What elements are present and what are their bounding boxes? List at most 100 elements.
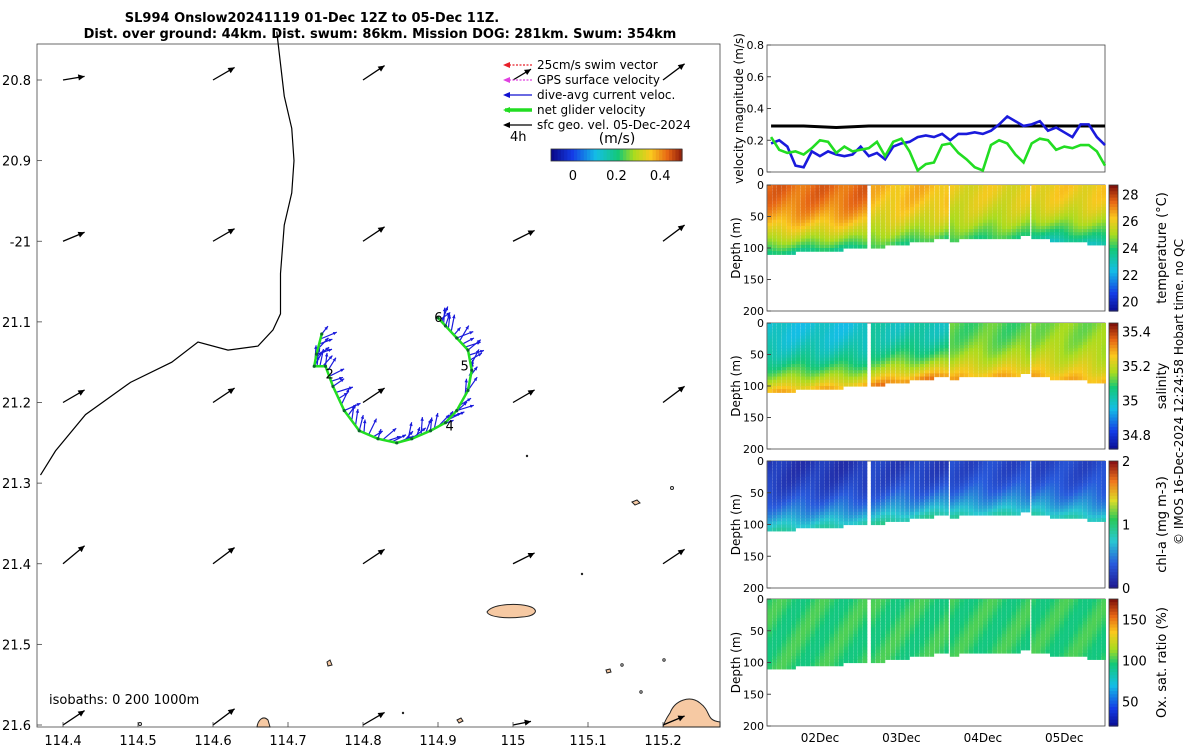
- profile-cell: [934, 210, 940, 214]
- profile-cell: [1016, 185, 1021, 189]
- colorbar-cell: [1109, 216, 1118, 221]
- profile-cell: [815, 508, 820, 513]
- profile-cell: [949, 229, 955, 233]
- arrow-head: [340, 378, 345, 383]
- profile-cell: [978, 235, 983, 240]
- profile-cell: [924, 505, 930, 510]
- profile-cell: [819, 351, 825, 356]
- profile-cell: [1054, 505, 1060, 510]
- profile-cell: [929, 499, 935, 503]
- profile-cell: [1031, 489, 1036, 494]
- profile-cell: [909, 323, 915, 327]
- profile-cell: [880, 502, 886, 507]
- profile-cell: [919, 238, 925, 243]
- profile-cell: [964, 235, 969, 240]
- profile-cell: [954, 207, 960, 211]
- profile-cell: [786, 621, 792, 625]
- profile-cell: [796, 492, 801, 497]
- arrow-head: [340, 368, 345, 373]
- arrow-head: [527, 230, 535, 236]
- profile-cell: [767, 476, 773, 481]
- profile-cell: [870, 207, 876, 211]
- profile-cell: [776, 200, 782, 205]
- profile-cell: [843, 464, 849, 468]
- profile-cell: [944, 464, 949, 468]
- profile-cell: [900, 495, 905, 500]
- profile-cell: [819, 200, 825, 205]
- profile-cell: [997, 473, 1002, 478]
- y-tick-label: 0.2: [747, 134, 765, 147]
- profile-cell: [786, 219, 792, 224]
- profile-cell: [791, 188, 796, 192]
- profile-cell: [1045, 222, 1050, 227]
- profile-cell: [838, 216, 844, 221]
- profile-cell: [791, 238, 796, 243]
- profile-cell: [853, 621, 858, 625]
- arrow-head: [325, 347, 330, 351]
- profile-cell: [1087, 207, 1092, 211]
- profile-cell: [862, 222, 868, 227]
- profile-cell: [781, 329, 787, 334]
- profile-cell: [1073, 480, 1078, 484]
- profile-cell: [978, 467, 983, 472]
- profile-cell: [939, 191, 944, 196]
- profile-cell: [983, 470, 988, 475]
- profile-cell: [1006, 511, 1012, 516]
- profile-cell: [772, 608, 777, 613]
- profile-cell: [824, 203, 830, 208]
- profile-cell: [909, 203, 915, 208]
- profile-cell: [1011, 326, 1017, 330]
- profile-cell: [968, 483, 974, 487]
- profile-cell: [890, 238, 896, 243]
- profile-cell: [1078, 461, 1083, 465]
- profile-cell: [880, 210, 886, 214]
- profile-cell: [1068, 508, 1074, 513]
- profile-cell: [815, 332, 820, 337]
- profile-cell: [1011, 203, 1017, 208]
- profile-cell: [890, 480, 896, 484]
- profile-cell: [1001, 505, 1007, 510]
- profile-cell: [973, 219, 979, 224]
- profile-cell: [914, 191, 920, 196]
- profile-cell: [1082, 360, 1088, 365]
- profile-cell: [1073, 338, 1078, 343]
- profile-cell: [890, 225, 896, 230]
- colorbar-tick: 35.2: [1122, 360, 1151, 375]
- profile-cell: [1101, 370, 1106, 374]
- profile-cell: [1064, 473, 1069, 478]
- profile-cell: [800, 524, 806, 529]
- profile-cell: [929, 467, 935, 472]
- profile-cell: [880, 470, 886, 475]
- profile-cell: [810, 326, 815, 330]
- profile-cell: [829, 213, 834, 218]
- profile-cell: [1101, 222, 1106, 227]
- y-tick-label: 150: [743, 274, 764, 287]
- profile-cell: [1073, 216, 1078, 221]
- profile-cell: [949, 345, 955, 349]
- profile-cell: [1101, 203, 1106, 208]
- profile-cell: [805, 216, 811, 221]
- profile-cell: [853, 244, 858, 249]
- profile-cell: [870, 521, 876, 526]
- profile-cell: [838, 646, 844, 651]
- profile-cell: [1082, 335, 1088, 340]
- colorbar-cell: [564, 149, 568, 161]
- profile-cell: [924, 203, 930, 208]
- profile-cell: [1068, 476, 1074, 481]
- profile-cell: [834, 210, 839, 214]
- profile-cell: [800, 354, 806, 359]
- colorbar-cell: [672, 149, 677, 161]
- profile-cell: [1016, 505, 1021, 510]
- profile-cell: [983, 200, 988, 205]
- profile-cell: [781, 508, 787, 513]
- profile-cell: [843, 232, 849, 236]
- profile-cell: [800, 210, 806, 214]
- profile-cell: [838, 502, 844, 507]
- profile-cell: [1054, 514, 1060, 519]
- colorbar-frame: [1108, 460, 1119, 589]
- profile-cell: [890, 379, 896, 384]
- profile-cell: [1059, 470, 1064, 475]
- profile-cell: [843, 618, 849, 622]
- current-vector: [415, 426, 421, 437]
